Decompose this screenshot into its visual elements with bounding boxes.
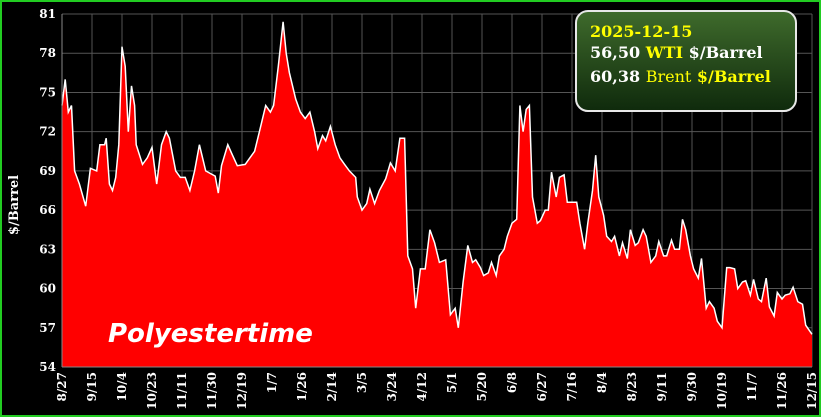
x-tick-label: 9/30	[685, 372, 699, 401]
x-tick-label: 2/14	[325, 372, 339, 401]
brent-name: Brent	[646, 67, 692, 86]
x-tick-label: 10/4	[115, 372, 129, 401]
plot	[61, 21, 813, 368]
info-date: 2025-12-15	[590, 22, 692, 41]
brent-price: 60,38	[590, 67, 640, 86]
y-tick-label: 75	[39, 85, 56, 99]
y-tick-label: 63	[39, 242, 56, 256]
info-wti: 56,50 WTI $/Barrel	[590, 43, 763, 62]
x-tick-label: 9/15	[85, 372, 99, 401]
x-tick-label: 4/12	[415, 372, 429, 401]
axes: 54 57 60 63 66 69 72 75 78 81 8/27 9/15 10/4 10/23 11/…	[39, 7, 819, 410]
x-tick-label: 8/4	[595, 372, 609, 393]
x-tick-label: 11/11	[175, 372, 189, 410]
y-tick-label: 72	[39, 125, 56, 139]
brent-unit: $/Barrel	[697, 67, 771, 86]
y-tick-label: 69	[39, 164, 56, 178]
y-tick-label: 66	[39, 203, 56, 217]
area	[62, 21, 812, 368]
info-box-bg	[575, 10, 797, 112]
info-brent: 60,38 Brent $/Barrel	[590, 67, 771, 86]
y-tick-label: 54	[39, 360, 56, 374]
x-tick-label: 11/30	[205, 372, 219, 410]
watermark: Polyestertime	[108, 319, 313, 349]
line	[61, 21, 813, 335]
x-tick-label: 6/27	[535, 372, 549, 401]
wti-price: 56,50	[590, 43, 640, 62]
wti-unit: $/Barrel	[689, 43, 763, 62]
x-tick-label: 8/23	[625, 372, 639, 401]
x-tick-label: 6/8	[505, 372, 519, 393]
x-tick-label: 8/27	[55, 372, 69, 401]
y-tick-label: 78	[39, 46, 56, 60]
x-tick-label: 10/19	[715, 372, 729, 410]
x-tick-label: 10/23	[145, 372, 159, 410]
x-tick-label: 11/7	[745, 372, 759, 401]
x-tick-label: 12/15	[805, 372, 819, 410]
y-tick-label: 60	[39, 282, 56, 296]
x-tick-label: 7/16	[565, 372, 579, 401]
wti-name: WTI	[645, 43, 683, 62]
info-box: 2025-12-15 56,50 WTI $/Barrel 60,38 Bren…	[575, 10, 797, 112]
y-axis-label: $/Barrel	[7, 175, 22, 235]
x-tick-label: 1/26	[295, 372, 309, 401]
y-tick-label: 81	[39, 7, 56, 21]
x-tick-label: 11/26	[775, 372, 789, 410]
x-tick-label: 5/1	[445, 372, 459, 393]
x-tick-label: 5/20	[475, 372, 489, 401]
x-tick-label: 3/24	[385, 372, 399, 401]
x-tick-label: 9/11	[655, 372, 669, 401]
x-tick-label: 1/7	[265, 372, 279, 393]
x-tick-label: 12/19	[235, 372, 249, 410]
y-tick-label: 57	[39, 321, 56, 335]
x-tick-label: 3/5	[355, 372, 369, 393]
